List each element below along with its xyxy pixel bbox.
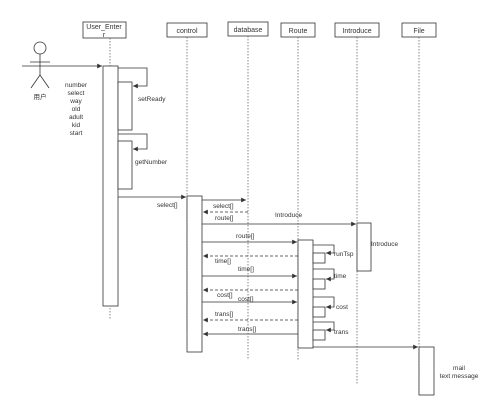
message-select-to-db-label: select[] bbox=[213, 203, 234, 210]
message-trans-to-control-label: trans[] bbox=[238, 326, 256, 333]
message-route-return-label: route[] bbox=[215, 215, 234, 222]
message-time-self bbox=[313, 268, 335, 282]
svg-text:start: start bbox=[70, 130, 83, 137]
actor-label: 用户 bbox=[34, 92, 47, 101]
svg-text:adult: adult bbox=[69, 114, 83, 121]
message-cost-self bbox=[313, 296, 335, 310]
activation-setready bbox=[117, 81, 133, 131]
message-route-to-route-label: route[] bbox=[236, 233, 255, 240]
activation-route bbox=[297, 239, 314, 349]
svg-text:kid: kid bbox=[72, 122, 81, 129]
message-cost-return-label: cost[] bbox=[217, 292, 233, 299]
message-cost-to-control-label: cost[] bbox=[238, 296, 254, 303]
activation-runtsp bbox=[312, 252, 326, 264]
message-getnumber-self bbox=[118, 133, 148, 152]
message-introduce-call-label: Introduce bbox=[275, 212, 302, 219]
activation-user-enter bbox=[102, 65, 119, 307]
participant-control-label: control bbox=[176, 28, 197, 35]
actor-figure bbox=[30, 41, 50, 89]
svg-text:r: r bbox=[103, 32, 106, 39]
message-trans-self bbox=[313, 321, 335, 333]
participant-introduce-label: Introduce bbox=[342, 28, 371, 35]
activation-trans bbox=[312, 329, 326, 341]
message-setready-self bbox=[118, 67, 148, 89]
file-output-text-message: text message bbox=[440, 373, 479, 380]
activation-introduce-label: Introduce bbox=[371, 241, 398, 248]
svg-text:old: old bbox=[72, 106, 81, 113]
activation-file bbox=[418, 346, 435, 396]
svg-text:way: way bbox=[69, 98, 82, 105]
participant-file-label: File bbox=[413, 28, 424, 35]
participant-user-enter-box bbox=[82, 21, 127, 39]
participant-database-label: database bbox=[234, 27, 263, 34]
participant-user-enter-label: User_Enter bbox=[86, 24, 122, 31]
file-output-mail: mail bbox=[453, 365, 465, 372]
activation-time bbox=[312, 278, 326, 290]
message-time-self-label: time bbox=[334, 273, 347, 280]
message-select-to-control-label: select[] bbox=[157, 202, 178, 209]
message-trans-self-label: trans bbox=[334, 329, 349, 336]
message-runtsp-label: runTsp bbox=[334, 251, 354, 258]
message-setready-label: setReady bbox=[138, 96, 166, 103]
message-getnumber-label: getNumber bbox=[135, 159, 168, 166]
message-runtsp-self bbox=[313, 244, 335, 256]
message-time-return-label: time[] bbox=[215, 258, 231, 265]
activation-control bbox=[186, 195, 203, 353]
participant-route-label: Route bbox=[289, 28, 308, 35]
activation-getnumber bbox=[117, 140, 133, 190]
message-trans-return-label: trans[] bbox=[215, 311, 233, 318]
message-time-to-control-label: time[] bbox=[238, 266, 254, 273]
svg-text:number: number bbox=[65, 82, 88, 89]
svg-text:select: select bbox=[68, 90, 85, 97]
activation-introduce bbox=[356, 222, 372, 272]
message-cost-self-label: cost bbox=[336, 304, 348, 311]
activation-cost bbox=[312, 306, 326, 318]
user-params-note: number select way old adult kid start bbox=[65, 82, 88, 137]
